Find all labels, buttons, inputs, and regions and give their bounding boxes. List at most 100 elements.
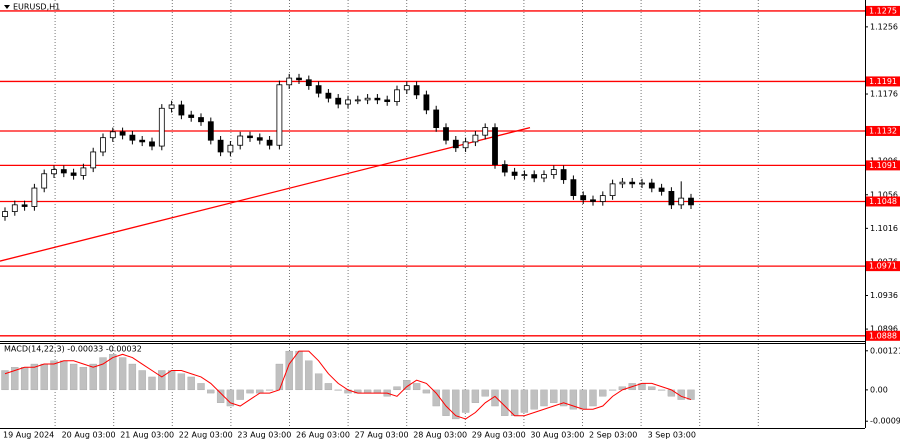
- candle-body: [590, 199, 596, 202]
- macd-bar: [530, 389, 538, 410]
- candle-body: [364, 97, 371, 101]
- candle-body: [276, 84, 283, 146]
- candle-body: [31, 187, 38, 207]
- candle-body: [119, 131, 126, 136]
- candle-body: [501, 164, 508, 173]
- macd-bar: [520, 389, 529, 413]
- x-tick-label: 29 Aug 03:00: [472, 431, 526, 440]
- trendline: [0, 126, 531, 262]
- candle-body: [217, 139, 224, 153]
- macd-bar: [687, 389, 695, 400]
- candle-body: [609, 183, 616, 197]
- macd-bar: [79, 367, 88, 391]
- macd-bar: [501, 389, 509, 416]
- level-label-box: [866, 330, 900, 341]
- candle-body: [521, 174, 528, 177]
- x-tick-label: 3 Sep 03:00: [648, 431, 696, 440]
- candle-body: [560, 169, 567, 181]
- level-label-box: [866, 76, 900, 87]
- x-tick-label: 26 Aug 03:00: [296, 431, 350, 440]
- macd-bar: [40, 363, 48, 391]
- candle-body: [247, 135, 253, 139]
- x-tick-label: 21 Aug 03:00: [120, 431, 174, 440]
- macd-bar: [657, 389, 666, 391]
- macd-bar: [510, 389, 519, 416]
- candle-body: [354, 99, 361, 102]
- macd-bar: [50, 360, 58, 391]
- macd-bar: [559, 389, 568, 407]
- candle-body: [629, 181, 636, 185]
- macd-bar: [295, 350, 303, 391]
- macd-bar: [314, 373, 323, 391]
- candle-body: [80, 167, 87, 176]
- macd-bar: [11, 367, 19, 391]
- y-tick-label: 1.0936: [870, 291, 898, 300]
- menu-triangle: [4, 5, 10, 9]
- candle-body: [296, 77, 302, 81]
- macd-bar: [30, 363, 39, 391]
- candle-body: [129, 134, 136, 141]
- macd-bar: [608, 389, 617, 391]
- macd-bar: [109, 354, 117, 391]
- candle-body: [541, 174, 547, 179]
- candle-body: [678, 197, 685, 206]
- candle-body: [688, 197, 694, 206]
- x-tick-label: 30 Aug 03:00: [530, 431, 584, 440]
- candle-body: [256, 137, 263, 141]
- candle-body: [599, 195, 606, 202]
- macd-bar: [334, 389, 342, 391]
- macd-bar: [128, 363, 137, 391]
- macd-bar: [275, 363, 284, 391]
- candle-body: [198, 117, 204, 123]
- macd-bar: [677, 389, 685, 400]
- macd-bar: [599, 389, 607, 397]
- x-tick-label: 27 Aug 03:00: [355, 431, 409, 440]
- candle-body: [482, 127, 489, 136]
- candle-body: [315, 85, 322, 94]
- candle-body: [423, 94, 430, 111]
- macd-bar: [432, 389, 440, 407]
- candle-body: [109, 131, 116, 139]
- candle-body: [178, 104, 185, 116]
- macd-bar: [167, 370, 176, 391]
- candle-body: [619, 181, 626, 185]
- macd-bar: [138, 370, 146, 391]
- candle-body: [266, 139, 273, 146]
- macd-label: MACD(14,22,3) -0.00033 -0.00032: [4, 345, 142, 354]
- candle-body: [149, 141, 155, 147]
- macd-bar: [550, 389, 558, 403]
- candle-body: [668, 191, 675, 206]
- y-tick-label: 1.0896: [870, 325, 898, 334]
- macd-bar: [99, 357, 107, 391]
- macd-bar: [265, 389, 274, 391]
- candle-body: [237, 135, 244, 146]
- macd-bar: [89, 363, 97, 391]
- macd-bar: [246, 389, 254, 394]
- candle-body: [335, 97, 342, 105]
- candle-body: [580, 195, 587, 201]
- macd-bar: [216, 389, 225, 403]
- level-label: 1.1191: [869, 77, 897, 86]
- macd-bar: [226, 389, 235, 407]
- candle-body: [570, 179, 577, 197]
- macd-bar: [471, 389, 480, 403]
- candle-body: [531, 174, 538, 179]
- chart-title: EURUSD,H1: [13, 3, 60, 12]
- candle-body: [403, 85, 410, 91]
- candle-body: [60, 169, 67, 174]
- level-label: 1.1275: [869, 6, 897, 15]
- macd-bar: [177, 373, 186, 391]
- candle-body: [413, 85, 420, 96]
- macd-bar: [158, 370, 166, 391]
- macd-bar: [187, 376, 195, 391]
- y-tick-label: 1.1016: [870, 224, 898, 233]
- candle-body: [51, 169, 57, 175]
- candle-body: [394, 89, 400, 102]
- candle-body: [207, 121, 214, 141]
- macd-bar: [442, 389, 450, 416]
- y-tick-label: 1.1256: [870, 22, 898, 31]
- candle-body: [639, 182, 645, 185]
- candle-body: [452, 139, 459, 149]
- macd-bar: [481, 389, 489, 397]
